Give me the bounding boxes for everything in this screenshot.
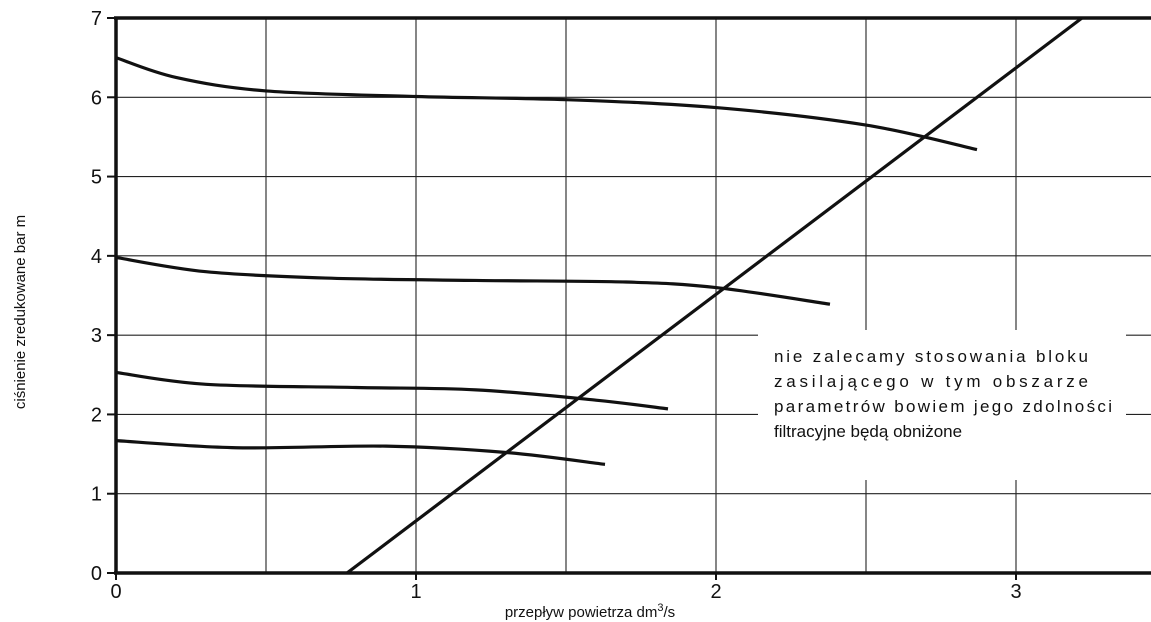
x-axis-label-tail: /s: [664, 604, 676, 621]
series-group: [115, 16, 1083, 575]
x-tick-label: 0: [110, 581, 121, 603]
y-tick-label: 7: [91, 8, 102, 30]
series-line-4: [115, 438, 606, 466]
y-tick-label: 2: [91, 404, 102, 426]
series-line-3: [115, 370, 669, 411]
grid: [116, 18, 1151, 573]
tick-labels: 0 1 2 3 4 5 6 7 0 1 2 3: [91, 8, 1022, 603]
y-tick-label: 5: [91, 167, 102, 189]
y-tick-label: 6: [91, 87, 102, 109]
series-line-1: [115, 56, 978, 152]
y-tick-label: 3: [91, 325, 102, 347]
x-tick-label: 3: [1010, 581, 1021, 603]
x-axis-label: przepływ powietrza dm3/s: [505, 602, 675, 621]
y-tick-label: 1: [91, 484, 102, 506]
annotation-line-2: zasilającego w tym obszarze: [774, 372, 1088, 391]
x-tick-label: 1: [410, 581, 421, 603]
y-axis-label: ciśnienie zredukowane bar m: [12, 215, 29, 409]
axes: [107, 16, 1151, 580]
series-line-5: [346, 16, 1083, 575]
series-line-2: [115, 255, 831, 306]
y-tick-label: 0: [91, 563, 102, 585]
y-tick-label: 4: [91, 246, 102, 268]
annotation-line-4: filtracyjne będą obniżone: [774, 422, 962, 441]
x-axis-label-main: przepływ powietrza dm: [505, 604, 658, 621]
x-tick-label: 2: [710, 581, 721, 603]
x-axis-label-sup: 3: [657, 602, 663, 614]
annotation-background: [758, 330, 1126, 480]
